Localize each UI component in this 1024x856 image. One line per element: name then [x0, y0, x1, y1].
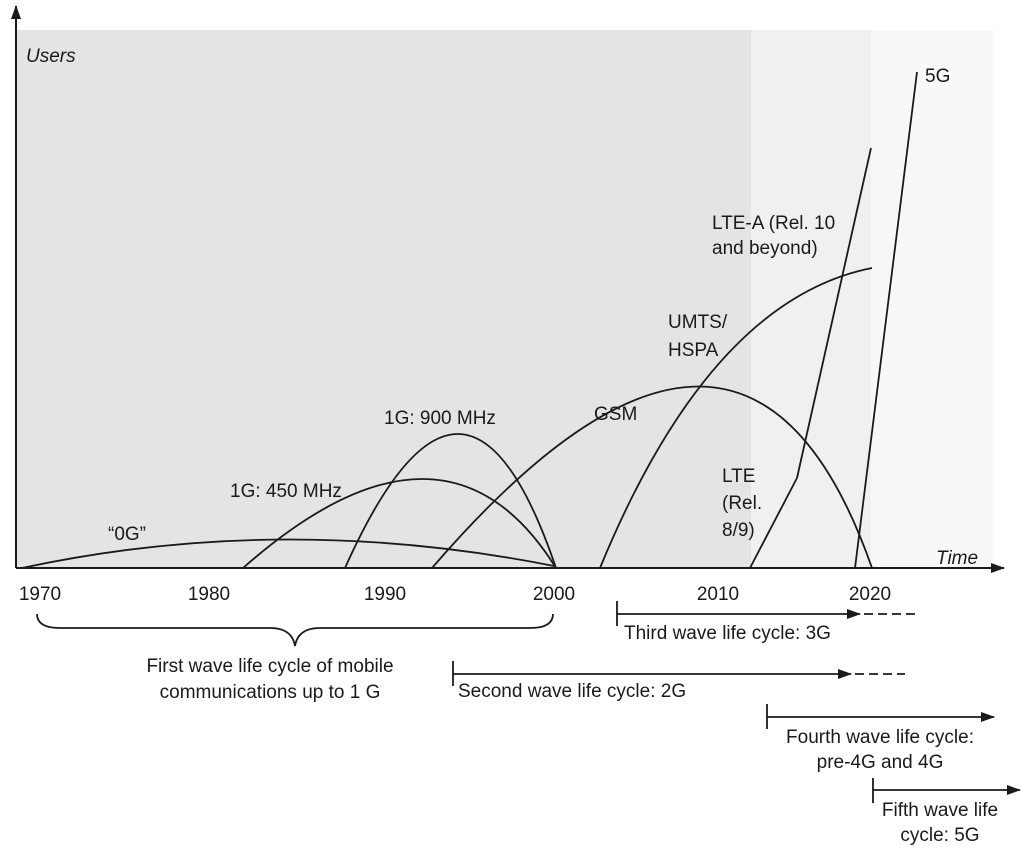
label-lte-line3: 8/9) — [722, 520, 755, 541]
label-lte-a-line1: LTE-A (Rel. 10 — [712, 213, 835, 234]
curve-lte — [749, 477, 798, 569]
label-lte-line2: (Rel. — [722, 493, 762, 514]
fifth-wave-label-line1: Fifth wave life — [882, 800, 998, 821]
label-1g-900: 1G: 900 MHz — [384, 408, 496, 429]
shade-region-dark — [16, 30, 751, 568]
tick-1970: 1970 — [19, 584, 61, 605]
fifth-wave-label-line2: cycle: 5G — [900, 825, 979, 846]
curve-lte-a — [796, 147, 872, 479]
third-wave-label: Third wave life cycle: 3G — [624, 623, 831, 644]
curve-0g — [21, 538, 555, 569]
fourth-wave-label-line1: Fourth wave life cycle: — [786, 727, 974, 748]
label-5g: 5G — [925, 66, 950, 87]
y-axis-title: Users — [26, 46, 76, 67]
fourth-wave-label-line2: pre-4G and 4G — [817, 752, 944, 773]
x-axis-title: Time — [936, 548, 978, 569]
tick-2000: 2000 — [533, 584, 575, 605]
tick-2020: 2020 — [849, 584, 891, 605]
shade-region-light — [751, 30, 871, 568]
tick-1990: 1990 — [364, 584, 406, 605]
label-0g: “0G” — [108, 524, 146, 545]
tick-1980: 1980 — [188, 584, 230, 605]
curve-gsm — [431, 385, 873, 569]
first-wave-label-line2: communications up to 1 G — [160, 682, 381, 703]
label-lte-a-line2: and beyond) — [712, 238, 818, 259]
curve-5g — [854, 71, 918, 569]
first-wave-label-line1: First wave life cycle of mobile — [146, 656, 393, 677]
curve-1g-450 — [242, 478, 557, 569]
label-gsm: GSM — [594, 404, 637, 425]
label-lte-line1: LTE — [722, 466, 755, 487]
shade-region-lightest — [871, 30, 993, 568]
tick-2010: 2010 — [697, 584, 739, 605]
label-1g-450: 1G: 450 MHz — [230, 481, 342, 502]
second-wave-label: Second wave life cycle: 2G — [458, 681, 686, 702]
label-umts-line1: UMTS/ — [668, 312, 728, 333]
label-umts-line2: HSPA — [668, 340, 719, 361]
first-wave-brace — [36, 613, 554, 647]
curve-umts-hspa — [599, 267, 873, 569]
curve-1g-900 — [344, 433, 557, 569]
